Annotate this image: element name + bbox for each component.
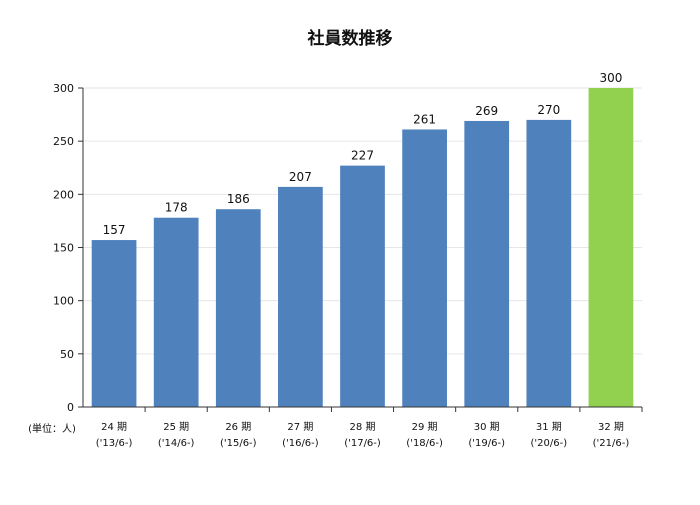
unit-label: (単位：人) bbox=[28, 422, 76, 435]
data-label: 157 bbox=[103, 223, 126, 237]
x-tick-sublabel: ('16/6-) bbox=[282, 438, 319, 449]
x-tick-label: 27 期 bbox=[287, 421, 313, 433]
x-tick-label: 24 期 bbox=[101, 421, 127, 433]
data-label: 186 bbox=[227, 192, 250, 206]
bars bbox=[91, 88, 634, 408]
y-tick-label: 0 bbox=[67, 401, 74, 414]
bar bbox=[340, 165, 385, 407]
bar bbox=[464, 120, 510, 408]
x-tick-sublabel: ('18/6-) bbox=[406, 438, 443, 449]
x-tick-label: 30 期 bbox=[474, 421, 500, 433]
x-tick-sublabel: ('15/6-) bbox=[220, 438, 257, 449]
bar bbox=[526, 119, 572, 408]
data-label: 227 bbox=[351, 149, 374, 163]
y-tick-label: 300 bbox=[53, 82, 74, 95]
y-tick-label: 150 bbox=[53, 242, 74, 255]
y-tick-label: 50 bbox=[60, 348, 74, 361]
data-label: 269 bbox=[475, 104, 498, 118]
y-tick-label: 250 bbox=[53, 135, 74, 148]
axes bbox=[78, 87, 643, 412]
data-label: 178 bbox=[165, 201, 188, 215]
data-label: 300 bbox=[599, 71, 622, 85]
x-tick-label: 26 期 bbox=[225, 421, 251, 433]
x-tick-label: 29 期 bbox=[412, 421, 438, 433]
bar bbox=[402, 129, 447, 407]
bar bbox=[91, 240, 137, 407]
data-label: 261 bbox=[413, 112, 436, 126]
bar bbox=[215, 209, 261, 407]
bar bbox=[588, 88, 634, 407]
x-tick-sublabel: ('21/6-) bbox=[593, 438, 630, 449]
data-label: 270 bbox=[537, 103, 560, 117]
x-tick-label: 25 期 bbox=[163, 421, 189, 433]
x-tick-label: 32 期 bbox=[598, 421, 624, 433]
x-tick-label: 31 期 bbox=[536, 421, 562, 433]
x-tick-sublabel: ('13/6-) bbox=[96, 438, 133, 449]
chart-title: 社員数推移 bbox=[307, 28, 393, 49]
bar bbox=[278, 186, 323, 407]
x-tick-sublabel: ('20/6-) bbox=[531, 438, 568, 449]
y-tick-label: 100 bbox=[53, 295, 74, 308]
x-tick-label: 28 期 bbox=[350, 421, 376, 433]
x-tick-sublabel: ('17/6-) bbox=[344, 438, 381, 449]
data-label: 207 bbox=[289, 170, 312, 184]
labels: 0 50 100 150 200 250 300 157 24 期 ('13/6-) 178 25 期… bbox=[53, 71, 629, 449]
x-tick-sublabel: ('14/6-) bbox=[158, 438, 195, 449]
x-tick-sublabel: ('19/6-) bbox=[468, 438, 505, 449]
bar bbox=[153, 217, 199, 407]
y-tick-label: 200 bbox=[53, 188, 74, 201]
